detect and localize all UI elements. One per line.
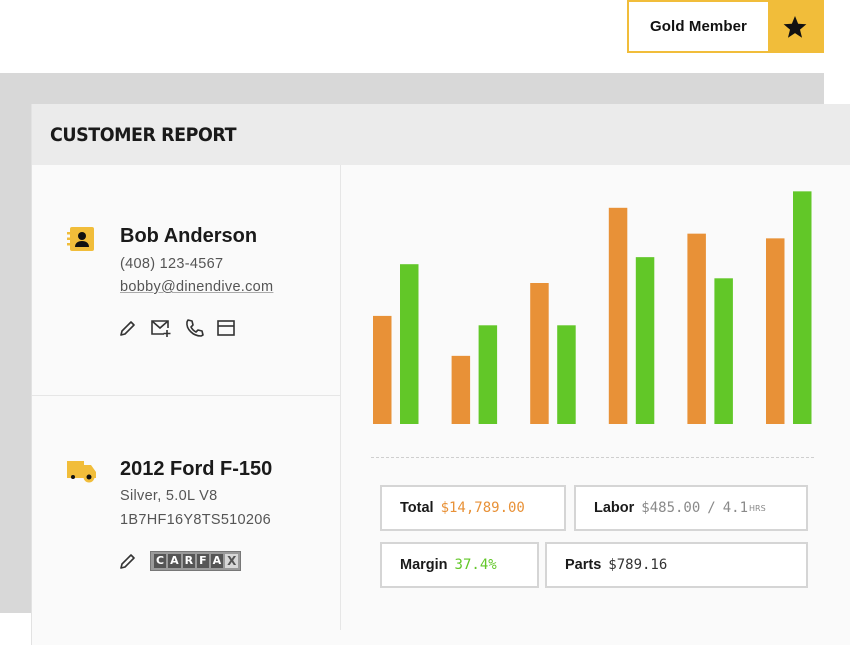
bar-green-6 (793, 191, 812, 424)
carfax-letter: F (197, 554, 209, 568)
customer-email[interactable]: bobby@dinendive.com (120, 279, 274, 295)
bar-green-4 (635, 257, 655, 424)
bar-orange-1 (373, 315, 392, 424)
bar-orange-2 (451, 355, 471, 424)
star-icon (768, 2, 822, 51)
gold-member-badge[interactable]: Gold Member (627, 0, 824, 53)
customer-phone: (408) 123-4567 (120, 256, 224, 272)
carfax-letter: X (225, 554, 239, 568)
add-mail-icon[interactable] (150, 318, 172, 338)
contact-card-icon (67, 226, 95, 257)
bar-orange-4 (608, 207, 628, 424)
stat-total-label: Total (400, 500, 434, 516)
customer-name: Bob Anderson (120, 225, 258, 247)
edit-icon[interactable] (118, 318, 138, 338)
bar-orange-5 (687, 233, 706, 424)
carfax-letter: C (154, 554, 167, 568)
vehicle-name: 2012 Ford F-150 (120, 458, 273, 480)
stat-labor-separator: / (707, 500, 716, 516)
carfax-letter: A (210, 554, 224, 568)
bar-green-3 (557, 325, 576, 424)
vehicle-vin: 1B7HF16Y8TS510206 (120, 512, 272, 528)
vehicle-spec: Silver, 5.0L V8 (120, 488, 218, 504)
bar-green-5 (714, 278, 733, 424)
stat-parts-value: $789.16 (608, 557, 668, 573)
stat-total: Total $14,789.00 (380, 485, 566, 531)
bar-chart (373, 191, 812, 424)
stat-parts-label: Parts (565, 557, 602, 573)
stat-margin-label: Margin (400, 557, 448, 573)
stat-margin: Margin 37.4% (380, 542, 539, 588)
chart-baseline-divider (371, 457, 814, 458)
stat-labor-unit: HRS (749, 503, 766, 513)
vehicle-section: 2012 Ford F-150 Silver, 5.0L V8 1B7HF16Y… (32, 396, 340, 630)
stat-labor: Labor $485.00 / 4.1 HRS (574, 485, 808, 531)
bar-green-2 (478, 325, 498, 424)
carfax-letter: A (168, 554, 181, 568)
stat-total-value: $14,789.00 (440, 500, 525, 516)
gold-member-label: Gold Member (650, 18, 747, 35)
card-icon[interactable] (216, 318, 236, 338)
card-header: CUSTOMER REPORT (32, 104, 850, 165)
page-title: CUSTOMER REPORT (50, 123, 237, 146)
phone-icon[interactable] (184, 318, 204, 338)
stat-labor-value: $485.00 (641, 500, 701, 516)
stat-labor-hours: 4.1 (722, 500, 749, 516)
carfax-letter: R (182, 554, 196, 568)
customer-section: Bob Anderson (408) 123-4567 bobby@dinend… (32, 165, 340, 396)
details-column: Bob Anderson (408) 123-4567 bobby@dinend… (32, 165, 341, 630)
truck-icon (67, 457, 97, 490)
bar-green-1 (400, 264, 419, 424)
edit-icon[interactable] (118, 551, 138, 571)
bar-orange-6 (766, 238, 785, 424)
customer-actions (118, 318, 236, 338)
stat-margin-value: 37.4% (454, 557, 497, 573)
stat-labor-label: Labor (594, 500, 635, 516)
stat-parts: Parts $789.16 (545, 542, 808, 588)
bar-orange-3 (530, 283, 549, 424)
